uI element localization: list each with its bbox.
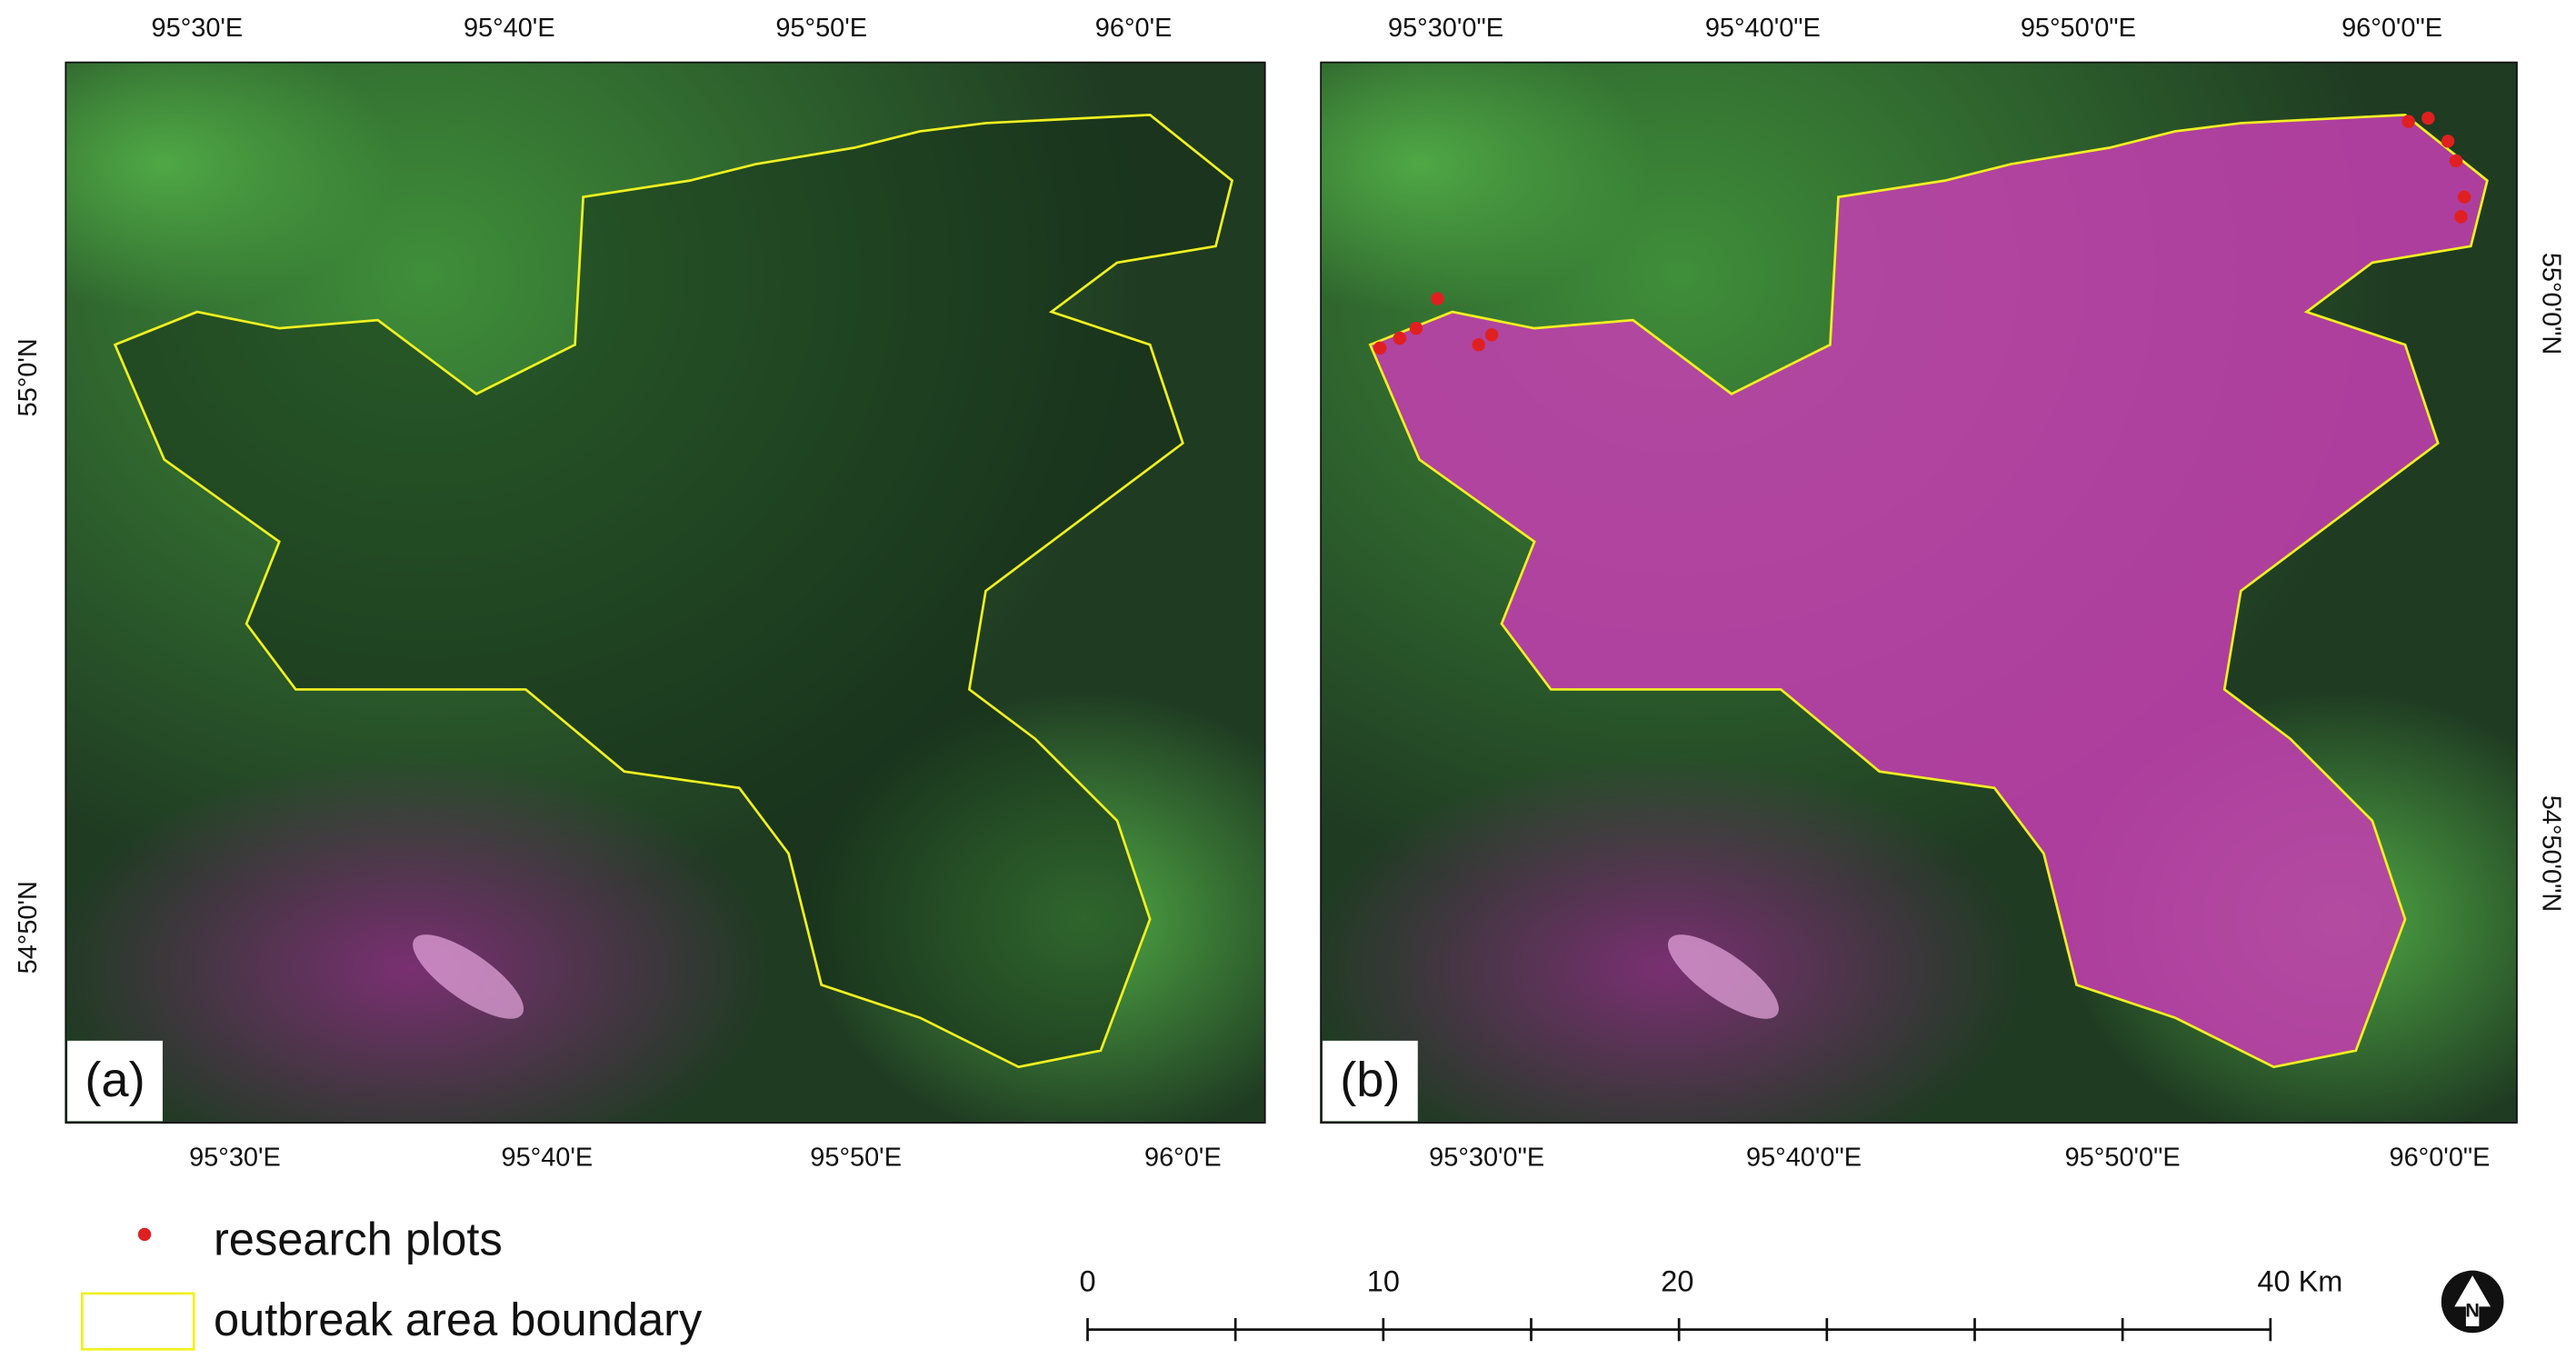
legend-dot [137, 1227, 152, 1242]
bottom-coordinate: 96°0'E [1144, 1144, 1222, 1173]
map-panel: (b) 95°30'0"E 95°40'0"E 95°50'0"E 96°0'0"E 95… [1320, 14, 2565, 1173]
panel-frame [1320, 61, 2518, 1124]
bottom-coordinate: 95°40'E [502, 1144, 594, 1173]
research-plot [1373, 341, 1387, 355]
bottom-coordinate: 95°30'E [189, 1144, 281, 1173]
legend-label: outbreak area boundary [214, 1294, 703, 1345]
top-coordinate: 95°40'0"E [1705, 14, 1821, 43]
top-coordinate: 95°50'E [775, 14, 867, 43]
side-coordinate: 55°0'0"N [2536, 253, 2565, 355]
scale-label: 20 [1661, 1265, 1693, 1298]
panel-label-bg [1322, 1040, 1418, 1122]
satellite-image [1321, 62, 2517, 1124]
outbreak-boundary [1368, 114, 2489, 1069]
legend-label: research plots [214, 1213, 503, 1264]
map-panel: (a) 95°30'E 95°40'E 95°50'E 96°0'E 95°30'E 95°… [14, 14, 1266, 1173]
top-coordinate: 95°50'0"E [2021, 14, 2136, 43]
panel-frame [65, 61, 1266, 1124]
north-arrow: N [2441, 1270, 2504, 1334]
research-plot [1484, 328, 1499, 342]
scale-label: 10 [1367, 1265, 1400, 1298]
side-coordinate: 54°50'0"N [2536, 795, 2565, 912]
legend-box [81, 1292, 195, 1351]
snow-area [1667, 934, 1779, 1019]
research-plot [2457, 190, 2471, 204]
panel-label: (a) [85, 1053, 145, 1107]
research-plot [1431, 292, 1444, 305]
research-plot [2401, 115, 2415, 128]
snow-area [413, 934, 524, 1019]
research-plot [1409, 321, 1423, 335]
legend: research plots outbreak area boundary [81, 1213, 703, 1351]
bottom-coordinate: 95°50'0"E [2065, 1144, 2181, 1173]
research-plot [2454, 210, 2468, 224]
research-plot [2449, 154, 2463, 168]
side-coordinate: 55°0'N [14, 338, 43, 416]
research-plot [1393, 331, 1407, 345]
svg-text:N: N [2465, 1299, 2480, 1322]
scale-bar: 0 10 20 40 Km [1079, 1265, 2342, 1342]
vegetation [1321, 62, 1650, 313]
bottom-coordinate: 95°40'0"E [1746, 1144, 1862, 1173]
panel-label: (b) [1340, 1053, 1400, 1107]
bottom-coordinate: 96°0'0"E [2390, 1144, 2491, 1173]
satellite-image [65, 62, 1265, 1124]
bottom-coordinate: 95°50'E [810, 1144, 902, 1173]
research-plot [1472, 337, 1485, 352]
top-coordinate: 95°30'E [152, 14, 244, 43]
outbreak-boundary [113, 114, 1234, 1069]
scale-label: 0 [1079, 1265, 1095, 1298]
top-coordinate: 95°30'0"E [1388, 14, 1503, 43]
panel-label-bg [67, 1040, 163, 1122]
research-plot [2441, 135, 2455, 148]
vegetation [65, 62, 394, 313]
top-coordinate: 96°0'0"E [2341, 14, 2442, 43]
research-plot [2421, 111, 2435, 125]
top-coordinate: 95°40'E [464, 14, 555, 43]
top-coordinate: 96°0'E [1095, 14, 1173, 43]
bottom-coordinate: 95°30'0"E [1429, 1144, 1544, 1173]
scale-label: 40 Km [2257, 1265, 2342, 1298]
side-coordinate: 54°50'N [14, 881, 43, 974]
